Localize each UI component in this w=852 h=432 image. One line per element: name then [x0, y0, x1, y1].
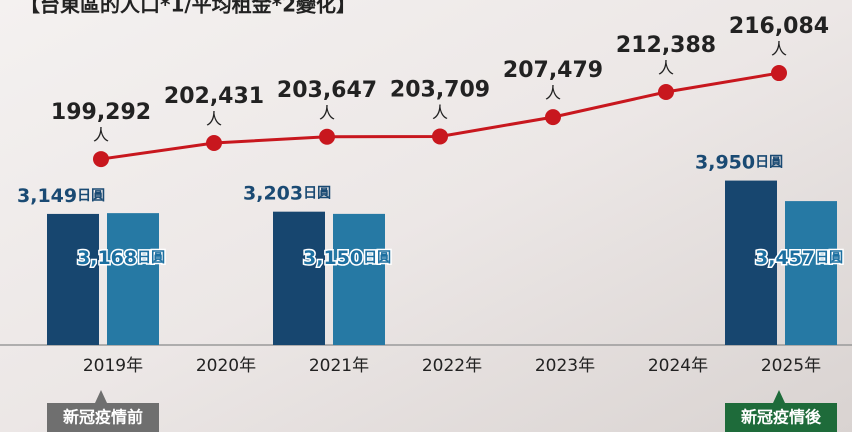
bar	[107, 213, 159, 345]
annotation-text: 新冠疫情前	[63, 408, 143, 427]
x-tick-label: 2019年	[83, 356, 143, 376]
value-label: 199,292	[51, 100, 151, 125]
x-tick-label: 2024年	[648, 356, 708, 376]
value-unit: 人	[771, 40, 787, 59]
value-label: 207,479	[503, 58, 603, 83]
value-unit: 日圓	[137, 249, 165, 266]
value-unit: 人	[545, 84, 561, 103]
value-unit: 日圓	[303, 185, 331, 202]
line-point	[432, 128, 448, 145]
bar	[273, 211, 325, 345]
line-point	[206, 134, 222, 151]
value-number: 3,168	[77, 247, 137, 269]
value-unit: 日圓	[77, 187, 105, 204]
value-label: 3,150日圓	[303, 247, 391, 269]
value-unit: 日圓	[815, 249, 843, 266]
x-tick-label: 2021年	[309, 356, 369, 376]
value-number: 3,950	[695, 151, 755, 173]
value-unit: 人	[658, 58, 674, 77]
value-label: 3,457日圓	[755, 247, 843, 269]
annotation-pointer	[773, 390, 785, 403]
value-label: 202,431	[164, 84, 264, 109]
annotation-box	[725, 403, 837, 432]
x-tick-label: 2025年	[761, 356, 821, 376]
x-tick-label: 2023年	[535, 356, 595, 376]
value-unit: 日圓	[363, 249, 391, 266]
value-label: 212,388	[616, 33, 716, 58]
value-label: 3,950日圓	[695, 151, 783, 173]
annotation-box	[47, 403, 159, 432]
line-point	[93, 151, 109, 168]
value-label: 203,647	[277, 78, 377, 103]
value-unit: 人	[206, 109, 222, 128]
value-unit: 人	[319, 103, 335, 122]
value-label: 216,084	[729, 14, 829, 39]
bar	[47, 213, 99, 345]
line-point	[771, 65, 787, 82]
value-unit: 人	[93, 126, 109, 145]
x-tick-label: 2020年	[196, 356, 256, 376]
value-number: 3,457	[755, 247, 815, 269]
value-label: 203,709	[390, 77, 490, 102]
annotation-text: 新冠疫情後	[741, 408, 822, 427]
value-label: 3,203日圓	[243, 182, 331, 204]
value-number: 3,203	[243, 182, 303, 204]
line-point	[658, 83, 674, 100]
bar	[785, 201, 837, 345]
value-number: 3,150	[303, 247, 363, 269]
value-number: 3,149	[17, 184, 77, 206]
annotation-pointer	[95, 390, 107, 403]
line-point	[545, 109, 561, 126]
value-unit: 日圓	[755, 154, 783, 171]
value-label: 3,149日圓	[17, 184, 105, 206]
value-unit: 人	[432, 103, 448, 122]
bar	[333, 213, 385, 345]
line-point	[319, 128, 335, 145]
bar	[725, 180, 777, 345]
chart-title: 【台東區的人口*1/平均租金*2變化】	[20, 0, 356, 17]
x-tick-label: 2022年	[422, 356, 482, 376]
value-label: 3,168日圓	[77, 247, 165, 269]
